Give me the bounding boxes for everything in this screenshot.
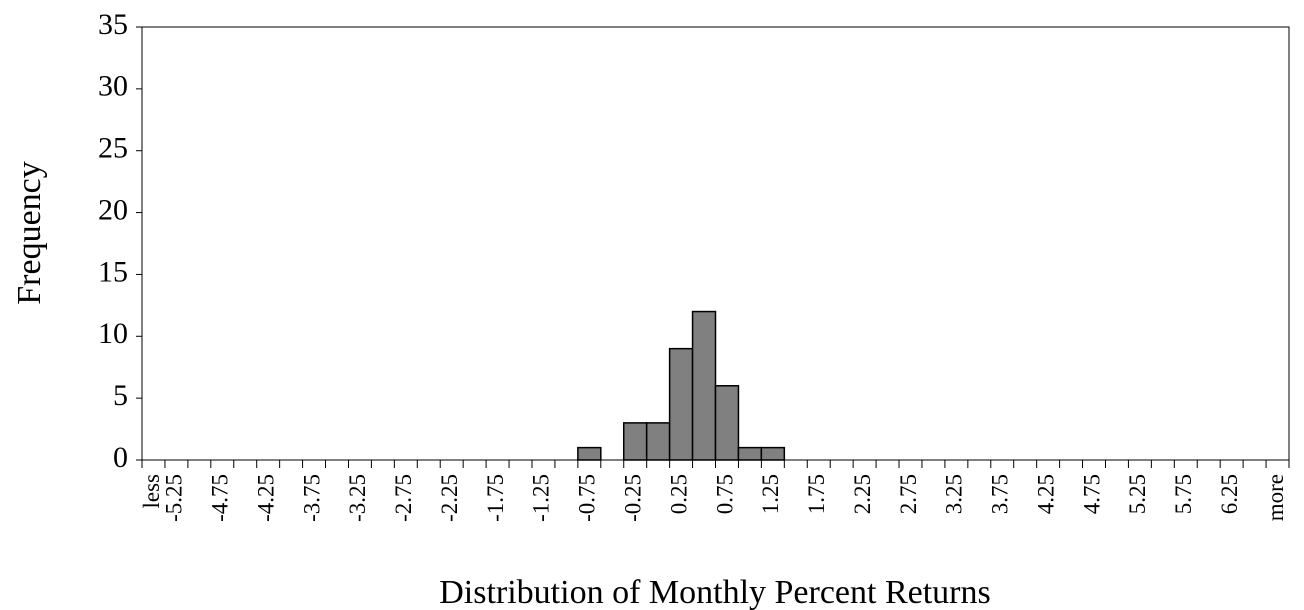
x-tick-label: 0.75 — [712, 474, 737, 514]
bar — [737, 446, 763, 461]
y-tick-label: 0 — [113, 441, 128, 474]
x-tick-label: 0.25 — [666, 474, 691, 514]
x-tick-label: -0.25 — [620, 474, 645, 522]
x-tick-label: 3.75 — [988, 474, 1013, 514]
x-tick-label: 4.25 — [1033, 474, 1058, 514]
x-axis-title: Distribution of Monthly Percent Returns — [439, 574, 991, 610]
x-tick-label: -4.25 — [253, 474, 278, 522]
x-tick-label: 5.25 — [1125, 474, 1150, 514]
x-tick-label: more — [1263, 474, 1288, 521]
y-axis-title: Frequency — [11, 161, 48, 305]
x-tick-label: -2.75 — [391, 474, 416, 522]
x-tick-label: -1.25 — [529, 474, 554, 522]
x-tick-label: -0.75 — [575, 474, 600, 522]
x-tick-label: 1.75 — [804, 474, 829, 514]
y-tick-label: 5 — [113, 379, 128, 412]
x-tick-label: 6.25 — [1217, 474, 1242, 514]
bar — [577, 446, 602, 461]
x-tick-label: 5.75 — [1171, 474, 1196, 514]
x-tick-label: -3.75 — [299, 474, 324, 522]
bar — [714, 385, 740, 461]
x-tick-label: 1.25 — [758, 474, 783, 514]
bar — [668, 347, 694, 461]
x-tick-label: 3.25 — [942, 474, 967, 514]
y-tick-label: 30 — [98, 70, 128, 103]
x-tick-label: -5.25 — [162, 474, 187, 522]
x-tick-label: 2.25 — [850, 474, 875, 514]
y-tick-label: 20 — [98, 193, 128, 226]
y-tick-label: 10 — [98, 317, 128, 350]
bar — [760, 446, 786, 461]
bar — [691, 310, 717, 461]
bar — [645, 422, 671, 461]
x-tick-label: -1.75 — [483, 474, 508, 522]
y-tick-label: 15 — [98, 255, 128, 288]
y-tick-label: 35 — [98, 8, 128, 41]
x-tick-label: less — [139, 474, 164, 509]
y-tick-label: 25 — [98, 132, 128, 165]
x-tick-label: -4.75 — [208, 474, 233, 522]
x-tick-label: 4.75 — [1079, 474, 1104, 514]
bar — [622, 422, 648, 461]
x-tick-label: 2.75 — [896, 474, 921, 514]
x-tick-label: -2.25 — [437, 474, 462, 522]
x-tick-label: -3.25 — [345, 474, 370, 522]
